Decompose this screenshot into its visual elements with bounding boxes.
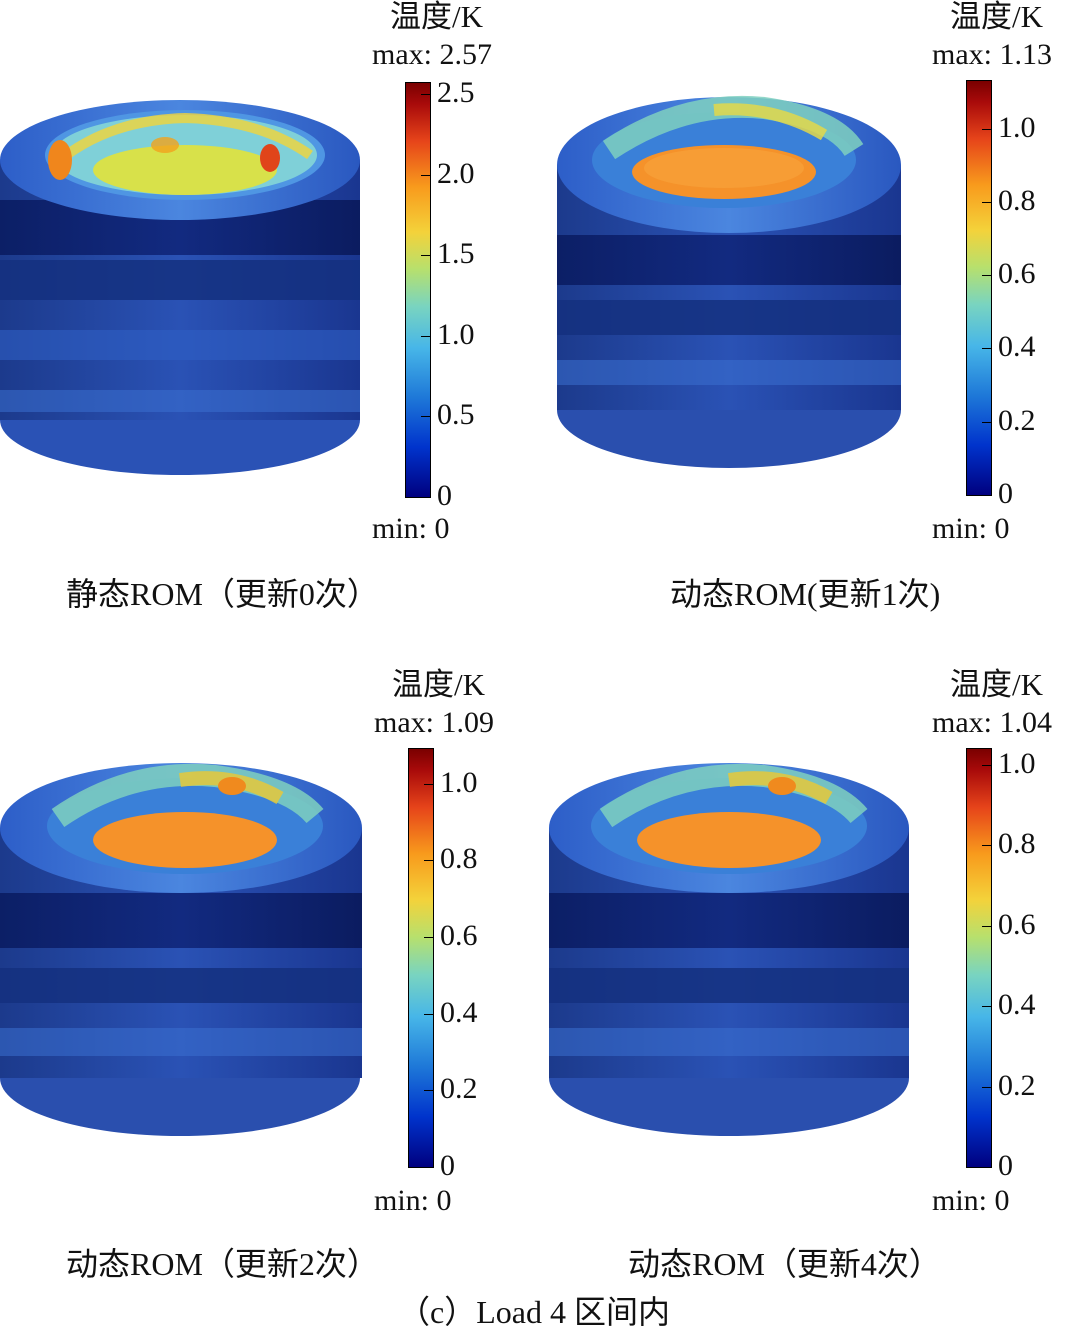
colorbar-tick-label: 0.2 — [998, 403, 1036, 437]
colorbar-tick — [421, 255, 430, 257]
panel-dynamic-rom-4: 温度/K max: 1.04 min: 0 动态ROM（更新4次） 0 0.2 0.… — [534, 668, 1068, 1308]
colorbar-tick-label: 0.6 — [998, 257, 1036, 291]
colorbar-tick — [424, 1013, 433, 1015]
colorbar-tick-label: 0.8 — [440, 842, 478, 876]
colorbar-tick — [982, 421, 991, 423]
colorbar-tick-label: 0 — [440, 1149, 455, 1182]
colorbar-tick-label: 0.4 — [998, 988, 1036, 1022]
colorbar-tick-label: 0.8 — [998, 827, 1036, 861]
colorbar-tick — [982, 1006, 991, 1008]
panel-caption: 动态ROM（更新4次） — [628, 1246, 941, 1282]
colorbar-tick-label: 2.0 — [437, 156, 475, 190]
colorbar-tick-label: 0.2 — [998, 1068, 1036, 1102]
colorbar-tick-label: 1.0 — [998, 110, 1036, 144]
colorbar-tick — [421, 497, 430, 498]
colorbar-tick-label: 0.8 — [998, 183, 1036, 217]
panel-caption: 动态ROM(更新1次) — [670, 576, 941, 612]
temperature-field-cylinder — [557, 95, 901, 468]
colorbar-tick-label: 0 — [437, 479, 452, 512]
colorbar-tick-label: 1.0 — [998, 747, 1036, 781]
panel-caption: 动态ROM（更新2次） — [66, 1246, 379, 1282]
colorbar-title: 温度/K — [950, 667, 1043, 702]
colorbar-tick — [982, 1086, 991, 1088]
colorbar-max-label: max: 1.09 — [374, 706, 494, 739]
colorbar-tick-label: 0.5 — [437, 398, 475, 432]
colorbar-tick — [982, 128, 991, 130]
colorbar-tick — [982, 495, 991, 496]
colorbar-max-label: max: 1.04 — [932, 706, 1052, 739]
colorbar-min-label: min: 0 — [374, 1184, 452, 1217]
colorbar-tick-label: 0.2 — [440, 1072, 478, 1106]
colorbar-tick — [424, 1167, 433, 1168]
colorbar-min-label: min: 0 — [372, 512, 450, 545]
colorbar-min-label: min: 0 — [932, 512, 1010, 545]
colorbar — [405, 82, 431, 498]
colorbar-tick — [421, 335, 430, 337]
colorbar-tick-label: 1.0 — [440, 765, 478, 799]
colorbar-tick — [982, 765, 991, 767]
colorbar-tick — [982, 348, 991, 350]
colorbar-tick-label: 1.0 — [437, 317, 475, 351]
colorbar-tick — [421, 94, 430, 96]
colorbar-tick-label: 0.6 — [440, 918, 478, 952]
panel-dynamic-rom-1: 温度/K max: 1.13 min: 0 动态ROM(更新1次) 0 0.2 0.… — [534, 0, 1068, 640]
colorbar — [408, 748, 434, 1168]
colorbar-tick — [982, 845, 991, 847]
colorbar-tick — [421, 416, 430, 418]
colorbar-tick — [424, 783, 433, 785]
colorbar-tick — [424, 1090, 433, 1092]
colorbar-tick — [424, 936, 433, 938]
colorbar-tick-label: 0 — [998, 1149, 1013, 1182]
colorbar-max-label: max: 2.57 — [372, 38, 492, 71]
temperature-field-cylinder — [0, 100, 360, 475]
colorbar-tick-label: 0 — [998, 477, 1013, 510]
temperature-field-cylinder — [0, 763, 362, 1136]
colorbar-tick — [982, 925, 991, 927]
colorbar-tick-label: 1.5 — [437, 237, 475, 271]
colorbar — [966, 80, 992, 496]
colorbar-tick-label: 0.4 — [998, 330, 1036, 364]
colorbar-tick — [424, 860, 433, 862]
figure-caption: （c）Load 4 区间内 — [398, 1294, 670, 1330]
colorbar-tick-label: 2.5 — [437, 76, 475, 110]
panel-static-rom-0: 温度/K max: 2.57 min: 0 静态ROM（更新0次） 0 0.5 1.… — [0, 0, 534, 640]
panel-dynamic-rom-2: 温度/K max: 1.09 min: 0 动态ROM（更新2次） 0 0.2 0.… — [0, 668, 534, 1308]
colorbar-title: 温度/K — [390, 0, 483, 34]
colorbar-tick — [421, 174, 430, 176]
colorbar — [966, 748, 992, 1168]
panel-caption: 静态ROM（更新0次） — [66, 576, 379, 612]
temperature-field-cylinder — [549, 763, 909, 1136]
colorbar-tick-label: 0.6 — [998, 907, 1036, 941]
colorbar-min-label: min: 0 — [932, 1184, 1010, 1217]
colorbar-tick — [982, 201, 991, 203]
colorbar-tick-label: 0.4 — [440, 995, 478, 1029]
colorbar-tick — [982, 275, 991, 277]
colorbar-tick — [982, 1167, 991, 1168]
colorbar-max-label: max: 1.13 — [932, 38, 1052, 71]
colorbar-title: 温度/K — [392, 667, 485, 702]
colorbar-title: 温度/K — [950, 0, 1043, 34]
